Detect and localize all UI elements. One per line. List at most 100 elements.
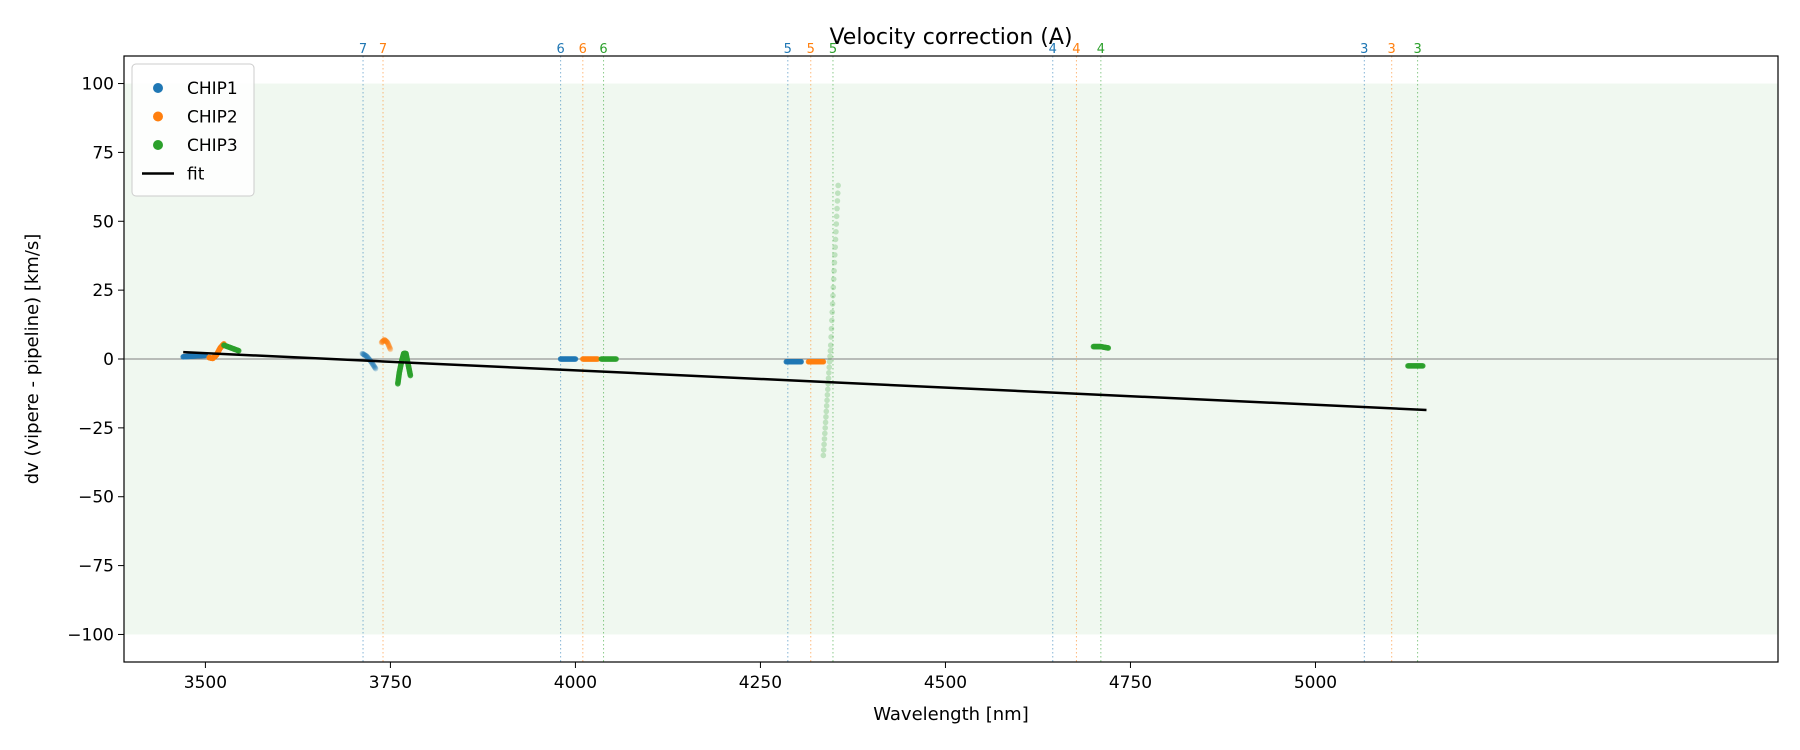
data-point-fill [365,355,371,361]
series-chip3 [221,182,1426,459]
data-point-fill [383,338,390,345]
data-point [798,358,804,365]
data-point-fill [364,353,370,360]
y-tick-label: −25 [78,419,114,439]
data-point-fill [383,338,389,344]
data-point-fill [834,190,841,196]
data-point-fill [382,337,388,344]
data-point-fill [379,338,386,345]
data-point-fill [822,425,828,431]
y-tick-label: 25 [92,281,114,301]
data-point-fill [821,441,827,448]
data-point [1419,363,1426,369]
data-point-fill [362,352,369,359]
data-point-fill [382,337,389,344]
data-point-fill [823,403,830,409]
order-marker-label: 3 [1388,42,1396,57]
data-point [407,372,414,379]
order-marker-label: 5 [784,42,792,57]
order-marker-label: 4 [1072,42,1080,57]
data-point-fill [824,392,831,398]
data-point-fill [832,236,839,243]
data-point [831,259,838,266]
order-marker-label: 6 [579,42,587,57]
data-point-fill [385,341,391,347]
data-point-fill [830,276,837,282]
data-point-fill [832,244,838,250]
data-point-fill [371,363,377,369]
data-point-fill [384,340,391,346]
order-marker-label: 3 [1360,42,1368,57]
data-point-fill [828,325,835,332]
y-tick-label: −100 [67,625,114,645]
data-point-fill [379,338,386,345]
data-point-fill [385,341,392,348]
legend-label-chip2: CHIP2 [187,108,238,128]
data-point-fill [823,414,829,420]
x-tick-label: 4000 [554,673,597,693]
data-point [835,182,841,189]
data-point-fill [820,447,827,453]
axis-ticks: 3500 3750 4000 4250 4500 4750 5000 100 75 50 25 0 −2… [67,75,1337,693]
data-point-fill [828,334,834,340]
legend-swatch-chip2 [153,111,163,122]
data-point [372,365,379,372]
order-marker-label: 7 [359,42,367,57]
x-tick-label: 5000 [1294,673,1337,693]
data-point-fill [830,284,837,291]
data-point-fill [381,337,387,343]
data-point [572,356,579,362]
data-point-fill [831,268,837,274]
plot-inner [124,56,1778,662]
data-point-fill [364,354,371,361]
data-point-fill [363,352,369,359]
data-point-fill [386,343,392,349]
data-point [381,336,388,343]
y-tick-label: 100 [82,75,114,95]
data-point-fill [370,362,377,368]
y-tick-label: −75 [78,557,114,577]
data-point-fill [361,352,368,358]
data-point-fill [380,338,386,344]
order-marker-label: 6 [599,42,607,57]
data-point-fill [380,338,387,344]
data-point-fill [826,364,833,371]
data-point-fill [824,386,831,393]
data-point-fill [827,353,833,360]
y-tick-label: −50 [78,488,114,508]
fit-line [183,350,1427,412]
order-marker-label: 6 [556,42,564,57]
y-tick-label: 0 [103,350,114,370]
data-point-fill [370,361,376,368]
data-point-fill [381,337,388,343]
order-marker-label: 7 [379,42,387,57]
order-marker-label: 5 [829,42,837,57]
data-point-fill [380,337,387,344]
data-point-fill [379,339,385,345]
data-point-fill [371,363,378,370]
order-marker-label: 4 [1049,42,1057,57]
data-point [1105,345,1112,351]
data-point [359,350,366,357]
data-point-fill [359,350,366,357]
data-point-fill [825,375,832,382]
data-point-fill [827,347,834,354]
x-tick-label: 4750 [1109,673,1152,693]
data-point-fill [363,353,370,359]
data-point-fill [830,292,836,299]
data-point-fill [372,365,378,371]
data-point [384,339,391,346]
data-point [613,356,619,362]
data-point-fill [833,213,840,220]
x-axis-label: Wavelength [nm] [873,704,1029,725]
data-point-fill [829,317,835,324]
data-point [235,347,242,354]
data-point-fill [387,345,393,351]
data-point-fill [821,436,828,442]
order-marker-label: 3 [1413,42,1421,57]
y-tick-label: 75 [92,143,114,163]
legend: CHIP1 CHIP2 CHIP3 fit [131,63,255,197]
legend-label-chip1: CHIP1 [187,79,238,99]
data-point-fill [371,364,378,371]
